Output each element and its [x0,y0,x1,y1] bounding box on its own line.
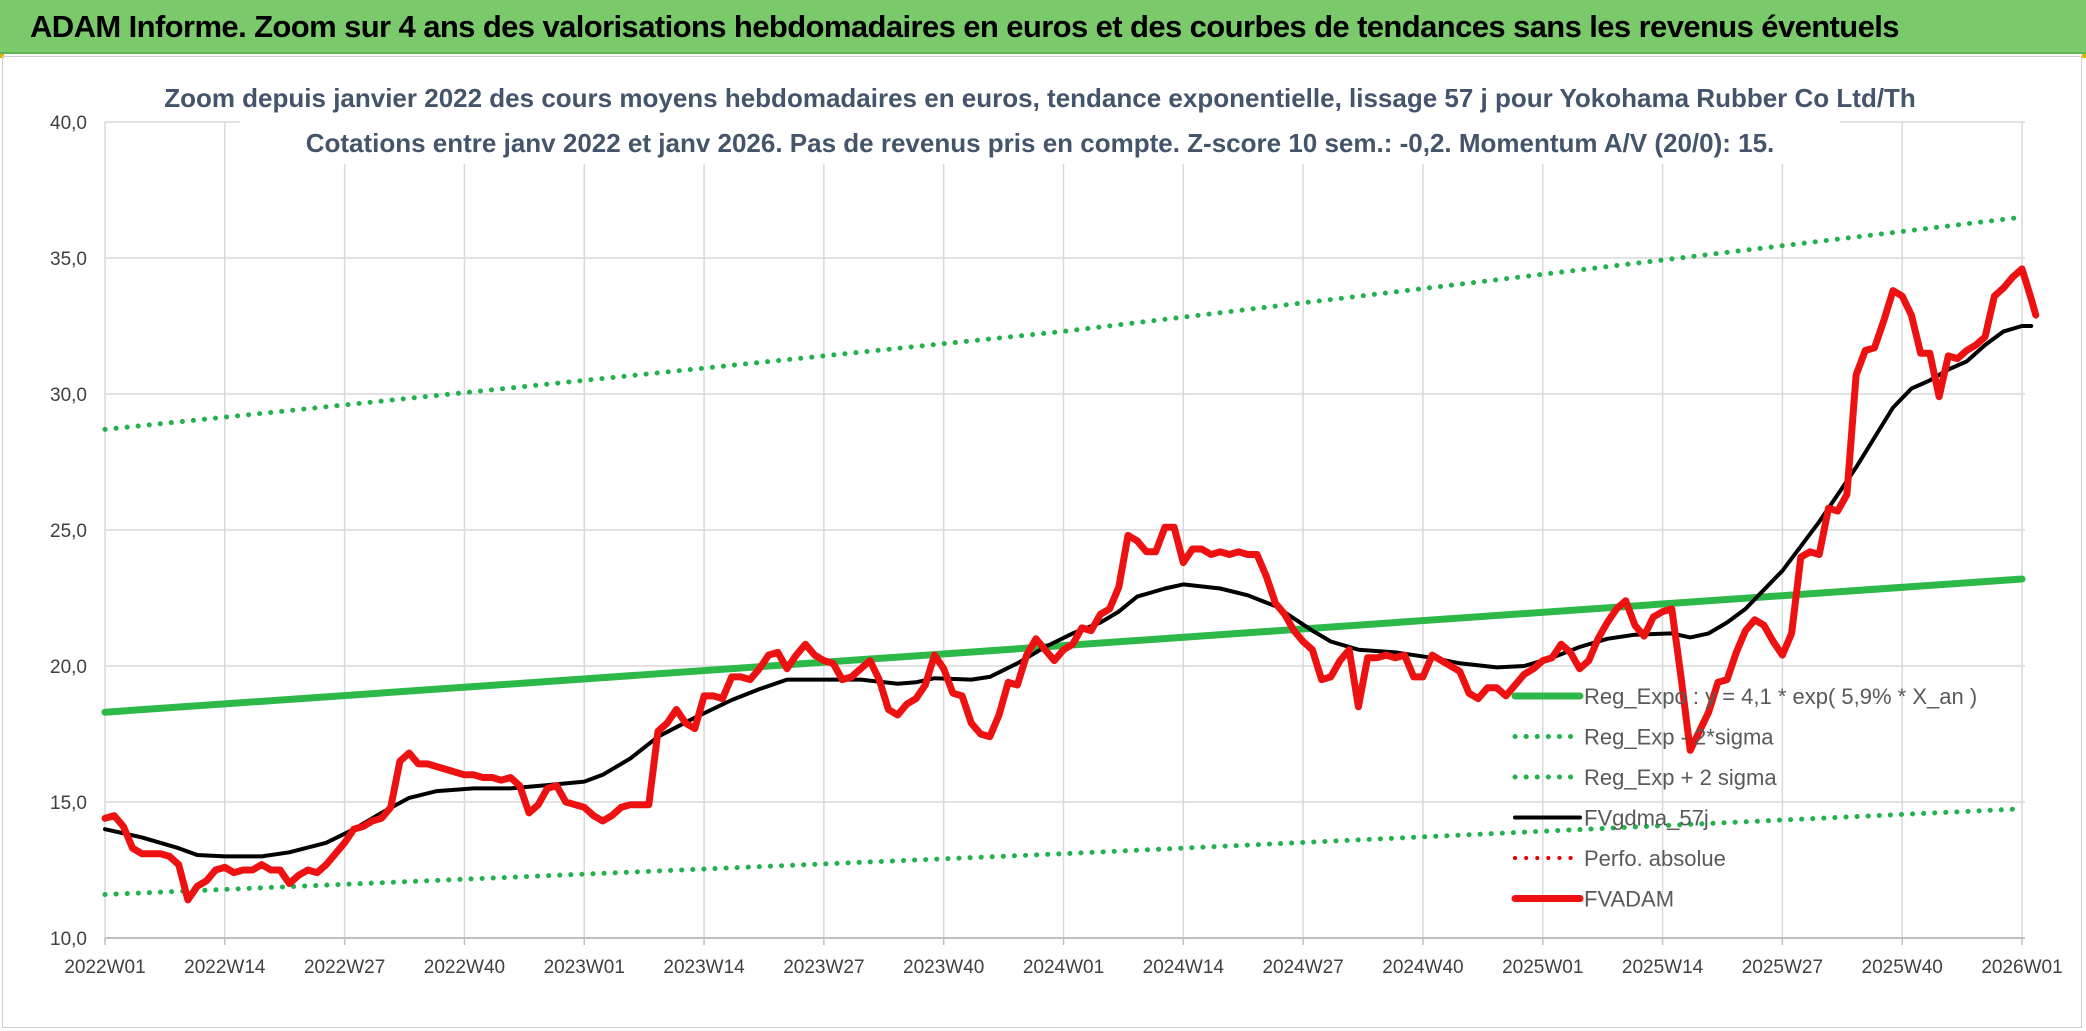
y-tick-label: 30,0 [50,385,87,406]
y-tick-label: 25,0 [50,521,87,542]
legend-label-band_low: Reg_Exp - 2*sigma [1584,725,1774,750]
chart-title: Zoom depuis janvier 2022 des cours moyen… [164,83,1916,113]
x-tick-label: 2022W40 [424,957,505,978]
y-tick-label: 40,0 [50,113,87,134]
report-banner-title: ADAM Informe. Zoom sur 4 ans des valoris… [30,9,1900,44]
x-tick-label: 2025W01 [1502,957,1583,978]
x-tick-label: 2023W40 [903,957,984,978]
chart-frame [2,56,2082,1028]
x-tick-label: 2023W01 [544,957,625,978]
chart-titles: Zoom depuis janvier 2022 des cours moyen… [164,76,1916,164]
series-line-reg_expo [101,575,2026,716]
series-line-fvgdma [103,324,2034,859]
x-tick-label: 2026W01 [1981,957,2062,978]
series-layer [101,214,2040,904]
y-tick-label: 10,0 [50,929,87,950]
legend-label-fvadam: FVADAM [1584,887,1674,912]
legend: Reg_Expo : y = 4,1 * exp( 5,9% * X_an ) R… [1511,684,1977,912]
series-line-band_low [102,806,2025,897]
x-tick-label: 2024W14 [1143,957,1225,978]
title-background [240,76,1840,164]
x-tick-label: 2024W40 [1382,957,1463,978]
x-tick-label: 2023W27 [783,957,864,978]
x-tick-label: 2025W27 [1742,957,1823,978]
x-tick-label: 2024W01 [1023,957,1104,978]
series-line-fvadam [101,265,2040,904]
y-tick-label: 20,0 [50,657,87,678]
corner-accent-right [2082,54,2086,58]
y-tick-label: 15,0 [50,793,87,814]
x-tick-label: 2023W14 [663,957,745,978]
legend-label-reg_expo: Reg_Expo : y = 4,1 * exp( 5,9% * X_an ) [1584,684,1977,709]
chart-subtitle: Cotations entre janv 2022 et janv 2026. … [306,128,1775,158]
report-banner: ADAM Informe. Zoom sur 4 ans des valoris… [0,0,2086,54]
legend-label-perfo: Perfo. absolue [1584,846,1726,871]
grid-lines [104,121,2025,939]
x-tick-label: 2025W14 [1622,957,1704,978]
y-tick-label: 35,0 [50,249,87,270]
x-tick-label: 2022W14 [184,957,266,978]
x-tick-label: 2022W27 [304,957,385,978]
x-tick-label: 2024W27 [1262,957,1343,978]
x-tick-label: 2022W01 [64,957,145,978]
legend-label-band_high: Reg_Exp + 2 sigma [1584,765,1777,790]
x-tick-label: 2025W40 [1862,957,1943,978]
series-line-band_high [102,214,2025,432]
legend-label-fvgdma: FVgdma_57j [1584,806,1709,831]
axis-ticks: 10,0 15,0 20,0 25,0 30,0 35,0 40,0 2022W01 2022W… [50,113,2063,978]
